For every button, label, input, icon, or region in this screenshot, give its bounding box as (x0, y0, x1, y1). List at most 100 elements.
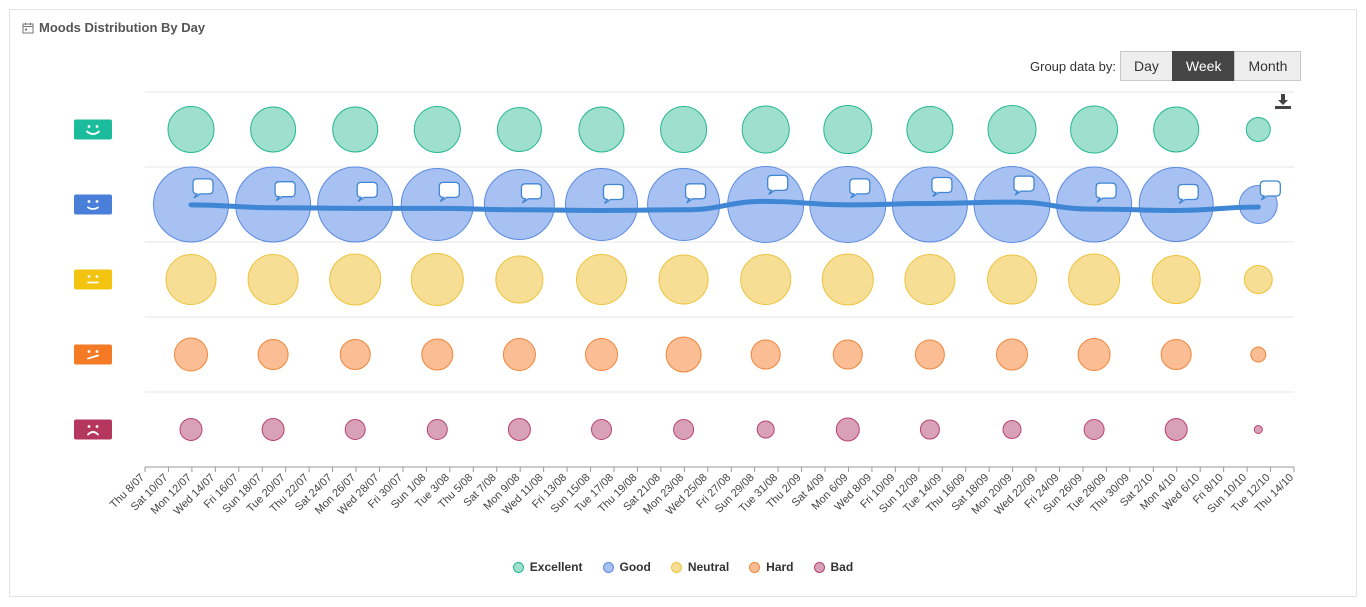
neutral-bubble[interactable] (329, 253, 382, 306)
hard-bubble[interactable] (996, 338, 1028, 371)
bad-bubble[interactable] (756, 420, 775, 439)
comment-bubble-icon[interactable] (684, 183, 707, 204)
bad-bubble[interactable] (344, 419, 366, 440)
hard-bubble[interactable] (1160, 339, 1192, 370)
hard-bubble[interactable] (1250, 346, 1267, 363)
bad-bubble[interactable] (1002, 420, 1022, 439)
legend-item-hard[interactable]: Hard (749, 560, 794, 574)
neutral-bubble[interactable] (740, 254, 792, 305)
bad-bubble[interactable] (835, 417, 860, 442)
neutral-bubble[interactable] (576, 254, 627, 305)
excellent-bubble[interactable] (1245, 117, 1271, 142)
good-bubble[interactable] (565, 168, 638, 241)
bad-bubble[interactable] (591, 419, 612, 440)
comment-bubble-shape (520, 183, 543, 204)
hard-bubble[interactable] (502, 338, 536, 371)
comment-bubble-icon[interactable] (274, 181, 296, 202)
bad-bubble[interactable] (1164, 418, 1188, 441)
good-bubble[interactable] (317, 166, 394, 243)
excellent-bubble[interactable] (741, 105, 790, 154)
excellent-bubble[interactable] (578, 106, 625, 153)
comment-bubble-icon[interactable] (767, 174, 789, 195)
comment-bubble-shape (849, 178, 871, 199)
neutral-bubble[interactable] (247, 254, 299, 305)
neutral-bubble[interactable] (987, 254, 1037, 305)
hard-bubble[interactable] (585, 338, 618, 371)
hard-bubble[interactable] (339, 339, 371, 370)
good-bubble[interactable] (400, 168, 474, 241)
download-icon-tray (1275, 106, 1291, 109)
excellent-bubble[interactable] (1070, 105, 1119, 154)
excellent-bubble[interactable] (906, 106, 954, 153)
good-bubble[interactable] (647, 168, 721, 241)
neutral-bubble[interactable] (1243, 265, 1273, 294)
legend-item-neutral[interactable]: Neutral (670, 560, 729, 574)
good-mood-icon (74, 194, 112, 215)
excellent-bubble[interactable] (496, 107, 542, 152)
legend-dot-icon (512, 561, 524, 573)
neutral-bubble[interactable] (410, 253, 464, 306)
comment-bubble-icon[interactable] (356, 181, 378, 202)
comment-bubble-icon[interactable] (1259, 180, 1281, 201)
comment-bubble-icon[interactable] (520, 183, 543, 204)
good-bubble[interactable] (483, 169, 555, 240)
hard-bubble[interactable] (914, 339, 945, 370)
hard-bubble[interactable] (750, 339, 781, 370)
excellent-bubble[interactable] (332, 106, 379, 153)
neutral-bubble[interactable] (1068, 253, 1121, 306)
hard-bubble[interactable] (257, 339, 289, 370)
legend-dot-icon (813, 561, 825, 573)
legend-item-excellent[interactable]: Excellent (512, 560, 583, 574)
good-bubble[interactable] (235, 166, 312, 243)
excellent-bubble[interactable] (987, 105, 1037, 154)
comment-bubble-icon[interactable] (1177, 183, 1199, 205)
legend-item-good[interactable]: Good (602, 560, 651, 574)
mood-icon-mouth (87, 431, 99, 436)
bad-bubble[interactable] (1083, 419, 1105, 440)
comment-bubble-shape (192, 178, 214, 199)
bad-bubble[interactable] (426, 419, 448, 440)
mood-icon-bg (74, 344, 112, 365)
excellent-bubble[interactable] (167, 106, 215, 153)
comment-bubble-icon[interactable] (1013, 175, 1035, 196)
mood-icon-eye (95, 125, 99, 128)
bad-bubble[interactable] (1253, 425, 1263, 434)
neutral-bubble[interactable] (904, 254, 956, 305)
comment-bubble-icon[interactable] (602, 183, 625, 205)
neutral-bubble[interactable] (658, 254, 709, 305)
excellent-bubble[interactable] (660, 106, 708, 153)
excellent-bubble[interactable] (823, 105, 873, 154)
neutral-bubble[interactable] (165, 254, 217, 305)
legend-item-bad[interactable]: Bad (813, 560, 853, 574)
bad-mood-icon (74, 419, 112, 440)
good-bubble[interactable] (1138, 167, 1214, 242)
bad-bubble[interactable] (919, 419, 940, 440)
excellent-bubble[interactable] (413, 106, 461, 153)
neutral-mood-icon (74, 269, 112, 290)
group-month-button[interactable]: Month (1234, 51, 1302, 81)
hard-bubble[interactable] (1077, 338, 1111, 371)
bad-bubble[interactable] (261, 418, 285, 441)
download-icon[interactable] (1275, 94, 1291, 109)
comment-bubble-icon[interactable] (192, 178, 214, 199)
comment-bubble-shape (274, 181, 296, 202)
excellent-bubble[interactable] (1153, 106, 1200, 153)
comment-bubble-icon[interactable] (849, 178, 871, 199)
bad-bubble[interactable] (179, 418, 203, 441)
bad-bubble[interactable] (673, 419, 695, 440)
comment-bubble-icon[interactable] (438, 181, 460, 202)
comment-bubble-icon[interactable] (1095, 182, 1117, 203)
hard-bubble[interactable] (421, 338, 454, 371)
hard-bubble[interactable] (665, 336, 702, 373)
neutral-bubble[interactable] (821, 253, 874, 306)
group-day-button[interactable]: Day (1120, 51, 1173, 81)
neutral-bubble[interactable] (495, 255, 544, 304)
hard-bubble[interactable] (832, 339, 863, 370)
good-bubble[interactable] (1056, 166, 1133, 243)
excellent-bubble[interactable] (250, 106, 297, 153)
hard-bubble[interactable] (174, 337, 208, 372)
comment-bubble-icon[interactable] (931, 176, 953, 198)
legend-label: Hard (766, 560, 794, 574)
bad-bubble[interactable] (507, 418, 531, 441)
neutral-bubble[interactable] (1151, 255, 1201, 304)
